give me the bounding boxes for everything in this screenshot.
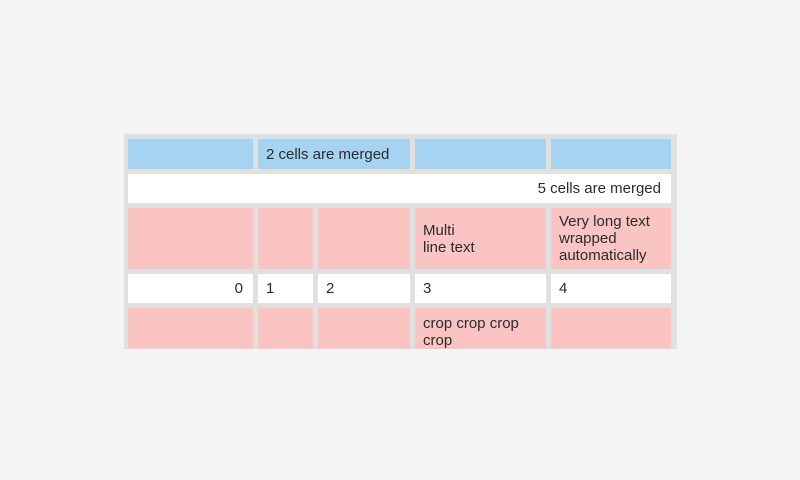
table-cell-r0c4[interactable] (551, 139, 671, 169)
table-cell-r0c3[interactable] (415, 139, 546, 169)
table-cell-number-0[interactable]: 0 (128, 274, 253, 303)
table-cell-crop-text[interactable]: crop crop crop crop (415, 308, 546, 349)
table-cell-r4c2[interactable] (318, 308, 410, 349)
table-cell-number-2[interactable]: 2 (318, 274, 410, 303)
table-widget: 2 cells are merged 5 cells are merged Mu… (124, 134, 677, 349)
table-cell-r2c1[interactable] (258, 208, 313, 269)
table-cell-r2c2[interactable] (318, 208, 410, 269)
table-cell-wrapped-text[interactable]: Very long text wrapped automatically (551, 208, 671, 269)
table-cell-r4c1[interactable] (258, 308, 313, 349)
table-cell-number-4[interactable]: 4 (551, 274, 671, 303)
table-cell-multi-line[interactable]: Multi line text (415, 208, 546, 269)
table-cell-r0c0[interactable] (128, 139, 253, 169)
table-cell-r4c0[interactable] (128, 308, 253, 349)
table-cell-merged-5[interactable]: 5 cells are merged (128, 174, 671, 203)
table-cell-r4c4[interactable] (551, 308, 671, 349)
table-cell-merged-2[interactable]: 2 cells are merged (258, 139, 410, 169)
table-cell-number-1[interactable]: 1 (258, 274, 313, 303)
table-cell-number-3[interactable]: 3 (415, 274, 546, 303)
table-cell-r2c0[interactable] (128, 208, 253, 269)
